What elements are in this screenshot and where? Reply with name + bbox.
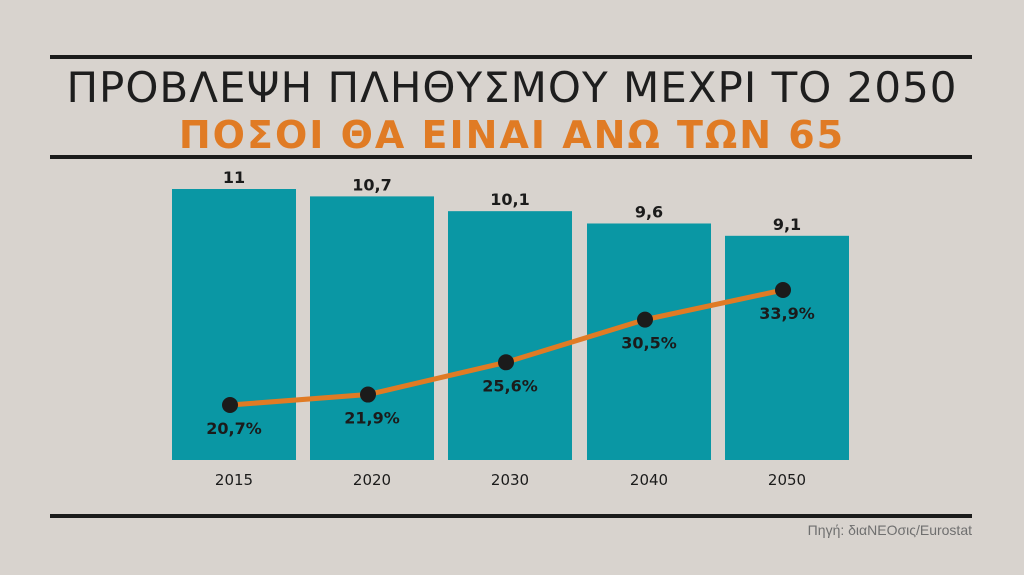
x-tick-label: 2020	[353, 471, 391, 489]
line-point	[637, 311, 653, 328]
bar-2040	[587, 223, 711, 460]
line-point	[498, 354, 514, 371]
line-value-label: 21,9%	[344, 409, 400, 428]
line-value-label: 33,9%	[759, 304, 815, 323]
bar-value-label: 10,1	[490, 190, 529, 209]
bar-2020	[310, 196, 434, 460]
line-value-label: 20,7%	[206, 419, 262, 438]
bar-2030	[448, 211, 572, 460]
x-tick-label: 2030	[491, 471, 529, 489]
source-note: Πηγή: διαΝΕΟσις/Eurostat	[807, 522, 972, 538]
line-value-label: 30,5%	[621, 334, 677, 353]
chart-subtitle: ΠΟΣΟΙ ΘΑ ΕΙΝΑΙ ΑΝΩ ΤΩΝ 65	[178, 113, 846, 157]
bottom-rule	[50, 514, 972, 518]
bar-2015	[172, 189, 296, 460]
bar-value-label: 9,1	[773, 215, 801, 234]
chart-title: ΠΡΟΒΛΕΨΗ ΠΛΗΘΥΣΜΟΥ ΜΕΧΡΙ ΤΟ 2050	[66, 63, 958, 112]
title-rule	[50, 155, 972, 159]
bar-value-label: 11	[223, 168, 245, 187]
bar-2050	[725, 235, 849, 460]
top-rule	[50, 55, 972, 59]
x-tick-label: 2040	[630, 471, 668, 489]
line-point	[775, 282, 791, 298]
line-point	[222, 397, 238, 413]
bar-value-label: 10,7	[352, 175, 391, 194]
x-tick-label: 2050	[768, 471, 806, 489]
bar-value-label: 9,6	[635, 202, 663, 221]
line-value-label: 25,6%	[482, 376, 538, 395]
x-tick-label: 2015	[215, 471, 253, 489]
line-point	[360, 386, 376, 403]
